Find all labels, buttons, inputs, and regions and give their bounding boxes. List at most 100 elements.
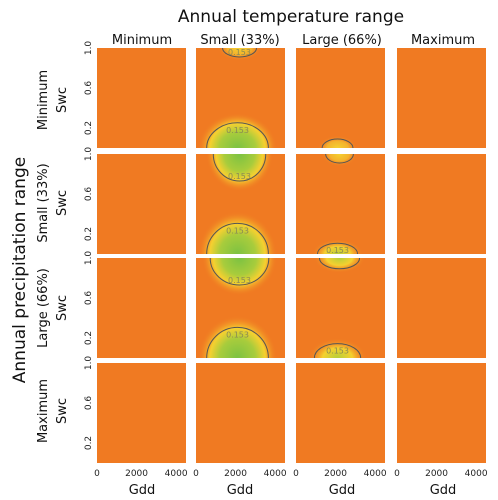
x-tick-label: 2000	[125, 469, 148, 479]
contour-line	[325, 154, 354, 164]
tick-labels: 1.0 0.6 0.2 1.0 0.6 0.2 1.0 0.6 0.2 1.0 0.6 0.2 0 200…	[84, 41, 488, 479]
y-tick-label: 1.0	[84, 41, 94, 56]
row-header-large: Large (66%)	[36, 268, 51, 348]
y-axis-label-row-2: Swc	[55, 190, 70, 216]
panel-r4-c3	[296, 363, 385, 463]
suitability-blob	[313, 258, 366, 273]
panel-r4-c1	[97, 363, 186, 463]
x-tick-label: 2000	[324, 469, 347, 479]
x-tick-label: 0	[94, 469, 100, 479]
contour-label: 0.153	[226, 126, 249, 135]
panel-background	[397, 48, 486, 148]
x-tick-label: 4000	[165, 469, 188, 479]
x-tick-label: 0	[193, 469, 199, 479]
x-axis-label-col-4: Gdd	[430, 483, 457, 498]
contour-line	[313, 343, 362, 358]
panel-r2-c2: 0.153 0.153	[196, 154, 285, 254]
panel-grid: 0.153 0.153 0.153 0.153 0.153 0.153 0.153 0.153	[97, 48, 486, 463]
suitability-blob	[197, 315, 278, 358]
x-tick-label: 4000	[364, 469, 387, 479]
suitability-blob	[205, 154, 274, 192]
suitability-blob	[197, 211, 278, 254]
panel-background	[97, 154, 186, 254]
suitability-blob	[321, 154, 358, 167]
panel-r4-c4	[397, 363, 486, 463]
y-tick-label: 0.2	[84, 227, 94, 241]
panel-background	[97, 48, 186, 148]
panel-r2-c4	[397, 154, 486, 254]
suitability-blob	[317, 135, 358, 148]
suitability-blob	[197, 113, 278, 148]
contour-line	[316, 242, 359, 254]
x-tick-label: 0	[394, 469, 400, 479]
y-tick-label: 1.0	[84, 251, 94, 266]
panel-r2-c1	[97, 154, 186, 254]
row-header-minimum: Minimum	[36, 70, 51, 130]
suitability-blob	[217, 48, 262, 61]
x-axis-label-col-3: Gdd	[329, 483, 356, 498]
y-axis-label-row-1: Swc	[55, 87, 70, 113]
y-tick-label: 0.2	[84, 121, 94, 135]
row-header-maximum: Maximum	[36, 379, 51, 443]
panel-background	[97, 258, 186, 358]
contour-label: 0.153	[226, 226, 249, 235]
contour-label: 0.153	[326, 246, 349, 255]
y-axis-label-row-3: Swc	[55, 295, 70, 321]
y-tick-label: 0.6	[84, 81, 94, 96]
y-axis-label-row-4: Swc	[55, 398, 70, 424]
panel-background	[397, 258, 486, 358]
panel-r3-c2: 0.153 0.153	[196, 258, 285, 358]
x-tick-label: 4000	[465, 469, 488, 479]
panel-r3-c4	[397, 258, 486, 358]
panel-background	[196, 363, 285, 463]
contour-line	[206, 122, 269, 148]
panel-background	[296, 154, 385, 254]
suitability-blob	[311, 239, 364, 254]
y-tick-label: 0.2	[84, 436, 94, 450]
x-tick-label: 2000	[224, 469, 247, 479]
contour-label: 0.153	[228, 48, 251, 57]
contour-label: 0.153	[326, 347, 349, 356]
column-header-minimum: Minimum	[112, 33, 172, 48]
panel-r2-c3: 0.153	[296, 154, 385, 255]
y-tick-label: 0.6	[84, 187, 94, 202]
chart-title: Annual temperature range	[178, 7, 404, 27]
suitability-blob	[201, 258, 278, 296]
row-axis-title: Annual precipitation range	[10, 157, 30, 383]
y-tick-label: 0.2	[84, 331, 94, 345]
y-tick-label: 1.0	[84, 356, 94, 371]
column-header-small: Small (33%)	[200, 33, 279, 48]
panel-r4-c2	[196, 363, 285, 463]
y-tick-label: 1.0	[84, 147, 94, 162]
contour-label: 0.153	[226, 330, 249, 339]
panel-background	[397, 154, 486, 254]
panel-r3-c3: 0.153	[296, 258, 385, 358]
panel-r1-c4	[397, 48, 486, 148]
x-tick-label: 4000	[264, 469, 287, 479]
contour-line	[321, 138, 354, 148]
panel-background	[296, 48, 385, 148]
contour-line	[209, 258, 270, 286]
x-axis-label-col-1: Gdd	[129, 483, 156, 498]
panel-background	[397, 363, 486, 463]
panel-r1-c1	[97, 48, 186, 148]
suitability-blob	[307, 338, 368, 358]
column-header-maximum: Maximum	[411, 33, 475, 48]
row-header-small: Small (33%)	[36, 163, 51, 242]
x-tick-label: 0	[293, 469, 299, 479]
x-axis-label-col-2: Gdd	[227, 483, 254, 498]
panel-r1-c2: 0.153 0.153	[196, 48, 285, 148]
panel-background	[296, 363, 385, 463]
contour-line	[318, 258, 361, 270]
panel-r3-c1	[97, 258, 186, 358]
contour-label: 0.153	[228, 276, 251, 285]
contour-line	[222, 48, 257, 58]
contour-label: 0.153	[228, 172, 251, 181]
contour-line	[206, 326, 269, 358]
contour-line	[212, 154, 267, 182]
panel-background	[97, 363, 186, 463]
contour-line	[206, 222, 269, 254]
x-tick-label: 2000	[425, 469, 448, 479]
panel-r1-c3	[296, 48, 385, 148]
